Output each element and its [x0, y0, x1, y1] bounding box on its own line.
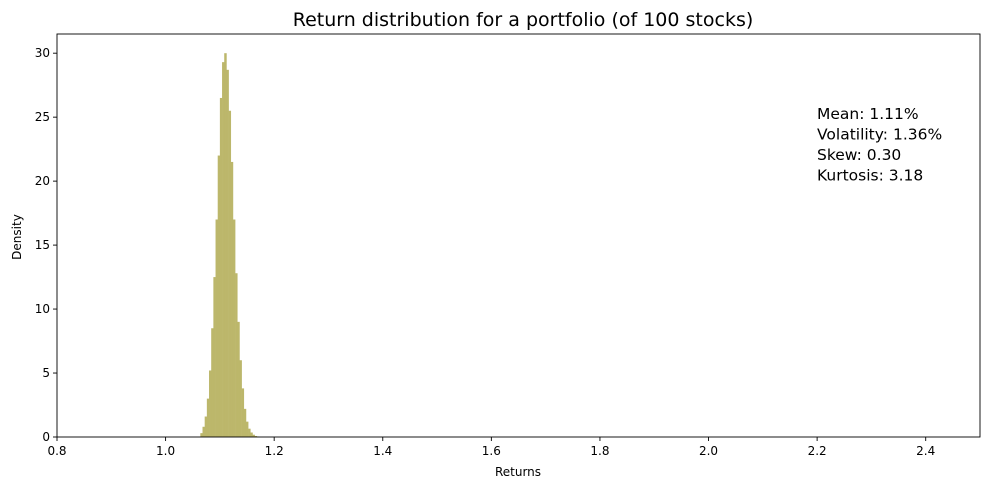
histogram-bar-7	[215, 219, 219, 437]
histogram-bar-15	[232, 219, 236, 437]
histogram-bar-21	[245, 421, 249, 437]
histogram-bar-2	[204, 416, 208, 437]
histogram-bar-11	[224, 53, 227, 437]
stats-line-3: Kurtosis: 3.18	[817, 167, 923, 185]
y-tick-label-2: 10	[35, 302, 50, 316]
histogram-bar-24	[252, 434, 255, 437]
x-tick-label-2: 1.2	[265, 444, 284, 458]
histogram-bar-10	[222, 62, 225, 438]
histogram-bar-12	[226, 69, 229, 438]
histogram-bar-3	[206, 398, 210, 437]
stats-annotation: Mean: 1.11% Volatility: 1.36% Skew: 0.30 Ku…	[817, 105, 942, 185]
x-tick-label-1: 1.0	[156, 444, 175, 458]
histogram-bar-22	[248, 428, 251, 437]
histogram-bar-14	[230, 161, 234, 437]
histogram-bar-19	[241, 388, 245, 437]
histogram-bar-16	[235, 273, 238, 437]
x-tick-label-7: 2.2	[808, 444, 827, 458]
stats-line-2: Skew: 0.30	[817, 146, 901, 164]
x-tick-label-0: 0.8	[47, 444, 66, 458]
y-tick-label-3: 15	[35, 238, 50, 252]
chart-title: Return distribution for a portfolio (of …	[293, 9, 754, 31]
x-tick-label-6: 2.0	[699, 444, 718, 458]
histogram-bar-9	[219, 97, 223, 437]
y-tick-label-4: 20	[35, 174, 50, 188]
y-tick-label-6: 30	[35, 46, 50, 60]
x-tick-label-5: 1.8	[590, 444, 609, 458]
plot-frame	[56, 33, 981, 438]
histogram-bar-18	[239, 360, 242, 437]
histogram-bar-25	[254, 435, 258, 437]
histogram-bar-1	[202, 426, 205, 437]
x-axis-label: Returns	[495, 465, 541, 479]
x-tick-label-8: 2.4	[916, 444, 935, 458]
histogram-bar-4	[209, 370, 212, 437]
x-axis-ticks: 0.8 1.0 1.2 1.4 1.6 1.8 2.0 2.2 2.4	[47, 437, 935, 458]
y-tick-label-0: 0	[42, 430, 50, 444]
x-tick-label-4: 1.6	[482, 444, 501, 458]
histogram-bar-8	[217, 155, 221, 438]
histogram-bar-20	[243, 408, 247, 437]
histogram-bar-13	[228, 110, 232, 437]
histogram-bar-5	[211, 328, 214, 437]
stats-line-0: Mean: 1.11%	[817, 105, 919, 123]
histogram-bar-6	[213, 277, 216, 437]
histogram-bar-0	[200, 433, 203, 437]
histogram-bars	[200, 53, 260, 438]
x-tick-label-3: 1.4	[373, 444, 392, 458]
histogram-bar-17	[237, 321, 240, 437]
y-axis-ticks: 0 5 10 15 20 25 30	[35, 46, 57, 444]
stats-line-1: Volatility: 1.36%	[817, 126, 942, 144]
y-tick-label-1: 5	[42, 366, 50, 380]
y-tick-label-5: 25	[35, 110, 50, 124]
y-axis-label: Density	[10, 214, 24, 260]
histogram-bar-23	[250, 432, 253, 437]
